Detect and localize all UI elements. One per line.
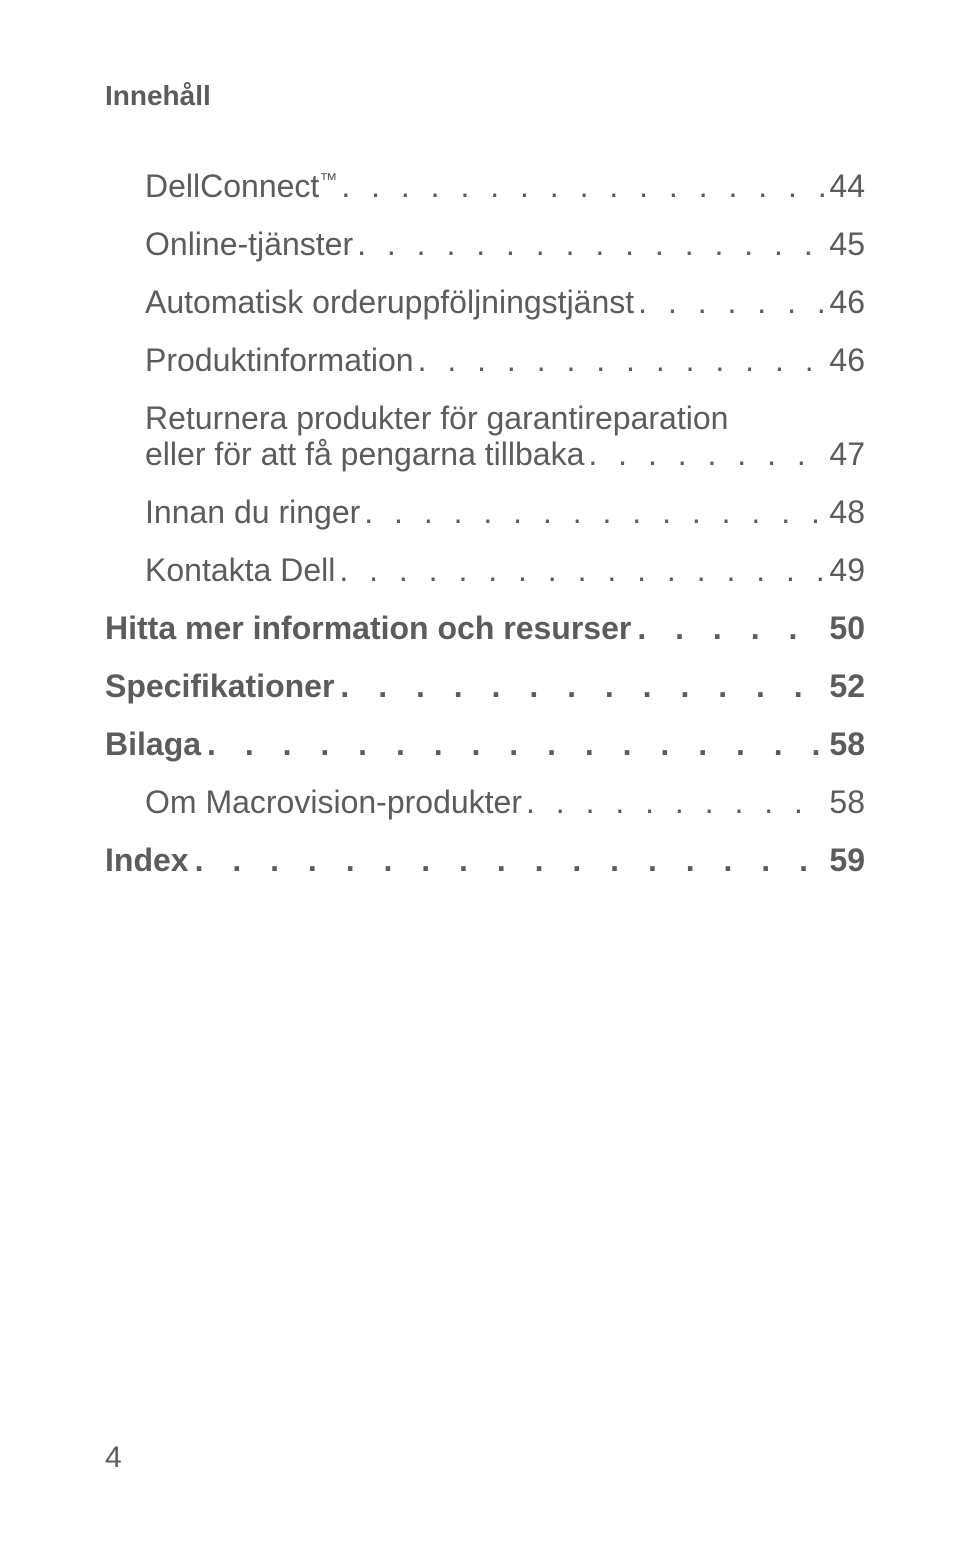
toc-leader [353,228,825,260]
toc-label: Specifikationer [105,670,334,702]
toc-label: Om Macrovision-produkter [145,786,522,818]
toc-entry-dellconnect: DellConnect™ 44 [105,170,865,202]
toc-page: 58 [825,728,865,760]
toc-page: 52 [825,670,865,702]
running-head: Innehåll [105,80,865,112]
toc-entry-returnera-line1: Returnera produkter för garantireparatio… [105,402,865,434]
toc-leader [335,554,825,586]
toc-page: 50 [825,612,865,644]
toc-entry-hitta-mer-info: Hitta mer information och resurser 50 [105,612,865,644]
toc-entry-innan-du-ringer: Innan du ringer 48 [105,496,865,528]
toc-label: Kontakta Dell [145,554,335,586]
toc-leader [584,438,825,470]
toc-leader [334,670,825,702]
toc-page: 47 [825,438,865,470]
toc-label: Hitta mer information och resurser [105,612,631,644]
toc-entry-returnera-line2: eller för att få pengarna tillbaka 47 [105,438,865,470]
toc-leader [414,344,826,376]
toc-label: Returnera produkter för garantireparatio… [145,400,728,436]
toc-label: Index [105,844,189,876]
toc-leader [631,612,825,644]
toc-page: 44 [825,170,865,202]
toc-label: eller för att få pengarna tillbaka [145,438,584,470]
toc-entry-specifikationer: Specifikationer 52 [105,670,865,702]
toc-page: 46 [825,286,865,318]
toc-leader [337,170,825,202]
trademark-icon: ™ [319,169,337,189]
toc-label: Produktinformation [145,344,414,376]
toc-entry-kontakta-dell: Kontakta Dell 49 [105,554,865,586]
toc-page: 46 [825,344,865,376]
toc-leader [189,844,826,876]
page-number: 4 [105,1441,122,1475]
page: Innehåll DellConnect™ 44 Online-tjänster… [0,0,960,1553]
toc-entry-om-macrovision: Om Macrovision-produkter 58 [105,786,865,818]
toc-entry-index: Index 59 [105,844,865,876]
toc-page: 59 [825,844,865,876]
toc-label: Online-tjänster [145,228,353,260]
toc-label: Automatisk orderuppföljningstjänst [145,286,634,318]
toc-leader [360,496,825,528]
toc-label: Innan du ringer [145,496,360,528]
toc-page: 48 [825,496,865,528]
toc-label-text: DellConnect [145,168,319,204]
toc-entry-automatisk-order: Automatisk orderuppföljningstjänst 46 [105,286,865,318]
toc-leader [634,286,825,318]
toc-entry-produktinformation: Produktinformation 46 [105,344,865,376]
toc-leader [201,728,825,760]
toc-entry-online-tjanster: Online-tjänster 45 [105,228,865,260]
toc-page: 45 [825,228,865,260]
toc-page: 58 [825,786,865,818]
toc-entry-bilaga: Bilaga 58 [105,728,865,760]
toc-leader [522,786,825,818]
toc-label: Bilaga [105,728,201,760]
toc-page: 49 [825,554,865,586]
toc-label: DellConnect™ [145,170,337,202]
table-of-contents: DellConnect™ 44 Online-tjänster 45 Autom… [105,170,865,876]
